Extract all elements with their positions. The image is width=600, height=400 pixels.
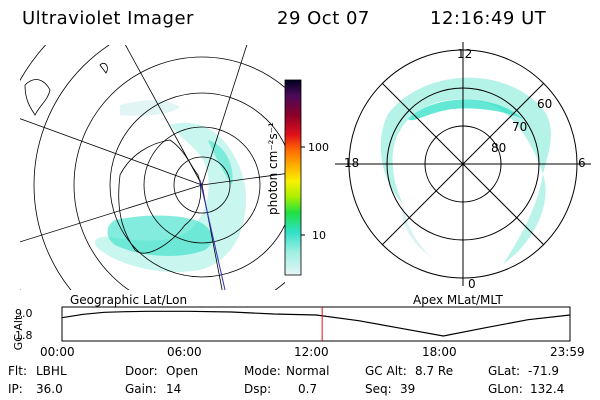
altitude-plot-frame <box>61 306 571 342</box>
colorbar-tick-label-10: 10 <box>312 229 326 242</box>
mode-value: Normal <box>286 364 330 378</box>
gain-value: 14 <box>166 382 182 396</box>
dsp-label: Dsp: <box>244 382 272 396</box>
geographic-aurora-emission <box>94 100 246 273</box>
glon-label: GLon: <box>488 382 523 396</box>
altitude-y-tick-1-8: 1.8 <box>15 329 33 342</box>
altitude-y-label: GC Alt <box>12 315 25 350</box>
mlt-label-0: 0 <box>468 277 476 291</box>
colorbar-tick-label-100: 100 <box>308 141 329 154</box>
colorbar-gradient <box>284 79 302 276</box>
door-label: Door: <box>125 364 158 378</box>
glat-label: GLat: <box>488 364 521 378</box>
magnetic-aurora-emission <box>380 77 551 264</box>
colorbar-unit-label: photon cm⁻²s⁻¹ <box>266 122 280 215</box>
flt-value: LBHL <box>36 364 67 378</box>
meridian-marker <box>199 179 226 290</box>
altitude-plot: GC Alt 9.0 1.8 <box>12 306 571 350</box>
magnetic-caption: Apex MLat/MLT <box>413 293 503 307</box>
ip-label: IP: <box>8 382 23 396</box>
colorbar: photon cm⁻²s⁻¹ <box>266 79 305 276</box>
altitude-y-tick-9: 9.0 <box>15 307 33 320</box>
landmass-outline <box>24 79 51 116</box>
date-label: 29 Oct 07 <box>277 8 370 29</box>
mlt-label-6: 6 <box>578 156 586 170</box>
glat-value: -71.9 <box>528 364 560 378</box>
instrument-title: Ultraviolet Imager <box>22 8 194 29</box>
time-label: 12:16:49 UT <box>430 8 547 29</box>
mode-label: Mode: <box>244 364 281 378</box>
door-value: Open <box>166 364 199 378</box>
ip-value: 36.0 <box>36 382 63 396</box>
island-outline <box>99 62 108 74</box>
altitude-x-tick-0000: 00:00 <box>40 345 75 359</box>
mlat-label-70: 70 <box>512 120 528 134</box>
mlat-label-80: 80 <box>491 141 507 155</box>
flt-label: Flt: <box>8 364 27 378</box>
altitude-x-tick-1200: 12:00 <box>294 345 329 359</box>
magnetic-grid <box>335 42 591 286</box>
mlat-label-60: 60 <box>537 97 553 111</box>
altitude-x-tick-2359: 23:59 <box>550 345 585 359</box>
seq-label: Seq: <box>365 382 392 396</box>
seq-value: 39 <box>400 382 416 396</box>
geographic-map <box>20 45 285 290</box>
mlt-label-12: 12 <box>457 47 473 61</box>
glon-value: 132.4 <box>530 382 565 396</box>
altitude-x-tick-1800: 18:00 <box>422 345 457 359</box>
geographic-caption: Geographic Lat/Lon <box>70 293 188 307</box>
mlt-label-18: 18 <box>344 156 360 170</box>
geographic-grid <box>20 45 285 290</box>
altitude-x-tick-0600: 06:00 <box>167 345 202 359</box>
altitude-series-line <box>61 310 571 337</box>
magnetic-polar-map <box>335 42 591 286</box>
gain-label: Gain: <box>125 382 157 396</box>
gcalt-label: GC Alt: <box>365 364 407 378</box>
gcalt-value: 8.7 Re <box>415 364 454 378</box>
dsp-value: 0.7 <box>298 382 318 396</box>
